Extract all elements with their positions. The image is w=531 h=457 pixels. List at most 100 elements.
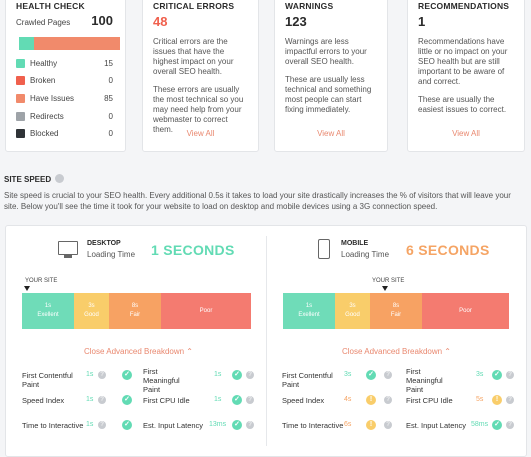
chevron-up-icon: ⌃ — [444, 347, 451, 356]
desktop-cpu-value: 1s — [214, 396, 222, 403]
mobile-seg-excellent: 1s Exellent — [283, 293, 335, 329]
healthy-value: 15 — [104, 59, 113, 68]
mobile-label: MOBILE — [341, 240, 369, 247]
mobile-site-marker — [382, 286, 388, 291]
desktop-seg-excellent-time: 1s — [44, 303, 52, 309]
desktop-seg-fair-label: Fair — [129, 312, 141, 318]
health-check-card: HEALTH CHECK Crawled Pages 100 Healthy 15… — [5, 0, 126, 152]
recommendations-count: 1 — [418, 14, 426, 29]
desktop-seg-good-time: 3s — [88, 303, 95, 309]
site-speed-panel: DESKTOP Loading Time 1 SECONDS YOUR SITE… — [5, 225, 527, 457]
desktop-monitor-stand — [64, 255, 72, 258]
mobile-seconds: 6 SECONDS — [406, 242, 490, 258]
health-row-blocked: Blocked 0 — [16, 129, 113, 141]
desktop-speed-bar: 1s Exellent 3s Good 8s Fair Poor — [22, 293, 251, 329]
redirects-value: 0 — [108, 112, 113, 121]
health-row-issues: Have Issues 85 — [16, 94, 113, 106]
desktop-cpu-help-icon[interactable]: ? — [246, 396, 254, 404]
mobile-seg-excellent-label: Exellent — [298, 312, 320, 318]
desktop-your-site-label: YOUR SITE — [25, 278, 58, 284]
mobile-eil-check-icon: ✓ — [492, 420, 502, 430]
mobile-breakdown-toggle[interactable]: Close Advanced Breakdown ⌃ — [342, 347, 451, 356]
desktop-tti-value: 1s — [86, 421, 94, 428]
desktop-si-help-icon[interactable]: ? — [98, 396, 106, 404]
desktop-fcp-value: 1s — [86, 371, 94, 378]
desktop-seg-excellent-label: Exellent — [37, 312, 59, 318]
desktop-cpu-label: First CPU Idle — [143, 396, 190, 405]
mobile-fcp-check-icon: ✓ — [366, 370, 376, 380]
site-speed-description: Site speed is crucial to your SEO health… — [4, 191, 511, 211]
desktop-fmp-label: First Meaningful Paint — [143, 367, 180, 394]
warnings-title: WARNINGS — [285, 1, 334, 11]
mobile-seg-fair-time: 8s — [392, 303, 400, 309]
mobile-phone-icon — [318, 239, 330, 259]
warnings-card: WARNINGS 123 Warnings are less impactful… — [274, 0, 388, 152]
desktop-eil-value: 13ms — [209, 421, 227, 428]
mobile-seg-good-time: 3s — [349, 303, 356, 309]
desktop-breakdown-label: Close Advanced Breakdown — [84, 347, 185, 356]
desktop-breakdown-toggle[interactable]: Close Advanced Breakdown ⌃ — [84, 347, 193, 356]
desktop-site-marker — [24, 286, 30, 291]
recommendations-desc-1: Recommendations have little or no impact… — [418, 37, 508, 86]
broken-label: Broken — [30, 76, 56, 85]
issues-swatch — [16, 94, 25, 103]
mobile-loading-label: Loading Time — [341, 250, 390, 259]
desktop-eil-check-icon: ✓ — [232, 420, 242, 430]
mobile-tti-help-icon[interactable]: ? — [384, 421, 392, 429]
critical-errors-description: Critical errors are the issues that have… — [153, 37, 248, 143]
chevron-up-icon: ⌃ — [186, 347, 193, 356]
redirects-swatch — [16, 112, 25, 121]
desktop-fmp-value: 1s — [214, 371, 222, 378]
crawled-pages-value: 100 — [91, 13, 113, 28]
healthy-swatch — [16, 59, 25, 68]
desktop-seg-excellent: 1s Exellent — [22, 293, 74, 329]
warnings-description: Warnings are less impactful errors to yo… — [285, 37, 377, 123]
mobile-tti-label: Time to Interactive — [282, 421, 344, 430]
desktop-seg-poor: Poor — [161, 293, 251, 329]
critical-desc-2: These errors are usually the most techni… — [153, 85, 244, 134]
mobile-fcp-label: First Contentful Paint — [282, 371, 333, 389]
desktop-seg-fair: 8s Fair — [109, 293, 161, 329]
health-bar-issues — [34, 37, 120, 50]
mobile-fmp-value: 3s — [476, 371, 484, 378]
desktop-cpu-check-icon: ✓ — [232, 395, 242, 405]
desktop-tti-label: Time to Interactive — [22, 421, 84, 430]
mobile-fcp-help-icon[interactable]: ? — [384, 371, 392, 379]
mobile-cpu-help-icon[interactable]: ? — [506, 396, 514, 404]
blocked-swatch — [16, 129, 25, 138]
mobile-breakdown-label: Close Advanced Breakdown — [342, 347, 443, 356]
mobile-fmp-help-icon[interactable]: ? — [506, 371, 514, 379]
mobile-fcp-value: 3s — [344, 371, 352, 378]
desktop-tti-check-icon: ✓ — [122, 420, 132, 430]
critical-desc-1: Critical errors are the issues that have… — [153, 37, 234, 76]
help-icon[interactable] — [55, 174, 65, 183]
desktop-eil-help-icon[interactable]: ? — [246, 421, 254, 429]
critical-errors-title: CRITICAL ERRORS — [153, 1, 235, 11]
healthy-label: Healthy — [30, 59, 58, 68]
desktop-seg-poor-label: Poor — [199, 307, 213, 314]
warnings-desc-2: These are usually less technical and som… — [285, 75, 372, 114]
critical-view-all-link[interactable]: View All — [186, 129, 215, 138]
desktop-label: DESKTOP — [87, 240, 121, 247]
recommendations-card: RECOMMENDATIONS 1 Recommendations have l… — [407, 0, 525, 152]
warnings-desc-1: Warnings are less impactful errors to yo… — [285, 37, 367, 66]
mobile-seg-poor-label: Poor — [459, 307, 472, 314]
issues-value: 85 — [104, 94, 113, 103]
warnings-view-all-link[interactable]: View All — [317, 129, 345, 138]
crawled-pages-label: Crawled Pages — [16, 18, 71, 27]
mobile-eil-help-icon[interactable]: ? — [506, 421, 514, 429]
desktop-tti-help-icon[interactable]: ? — [98, 421, 106, 429]
desktop-si-label: Speed Index — [22, 396, 65, 405]
mobile-si-help-icon[interactable]: ? — [384, 396, 392, 404]
mobile-si-value: 4s — [344, 396, 352, 403]
warnings-count: 123 — [285, 14, 307, 29]
desktop-fcp-help-icon[interactable]: ? — [98, 371, 106, 379]
recommendations-view-all-link[interactable]: View All — [452, 129, 480, 138]
desktop-fmp-help-icon[interactable]: ? — [246, 371, 254, 379]
mobile-seg-good-label: Good — [345, 312, 360, 318]
blocked-label: Blocked — [30, 129, 59, 138]
desktop-seg-fair-time: 8s — [131, 303, 139, 309]
health-bar-healthy — [19, 37, 35, 50]
mobile-cpu-label: First CPU Idle — [406, 396, 453, 405]
panel-divider — [266, 236, 267, 446]
